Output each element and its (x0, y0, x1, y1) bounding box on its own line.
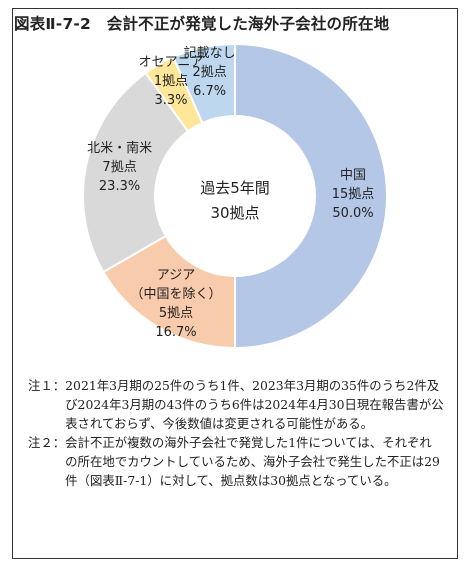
slice-label-line: 15拠点 (331, 186, 375, 202)
slice-unspecified (171, 42, 236, 125)
figure-title: 図表Ⅱ-7-2 会計不正が発覚した海外子会社の所在地 (14, 15, 390, 33)
slice-label-line: 1拠点 (153, 73, 189, 89)
slice-label-line: 5拠点 (158, 306, 194, 322)
slice-label-unspecified: 記載なし 2拠点 6.7% (184, 44, 236, 101)
donut-center-label: 過去5年間 30拠点 (200, 176, 270, 226)
slice-label-line: 23.3% (98, 178, 141, 194)
slice-label-line: （中国を除く） (130, 287, 222, 303)
slice-label-americas: 北米・南米 7拠点 23.3% (87, 139, 152, 196)
note-2-key: 注２： (28, 435, 66, 450)
slice-americas (82, 71, 190, 274)
slice-label-line: 3.3% (154, 92, 188, 108)
note-2: 注２： 会計不正が複数の海外子会社で発覚した1件については、それぞれの所在地でカ… (28, 433, 444, 490)
center-period: 過去5年間 (200, 179, 270, 197)
slice-label-asia: アジア （中国を除く） 5拠点 16.7% (130, 266, 221, 342)
slice-label-line: 記載なし (183, 46, 236, 62)
slice-label-china: 中国 15拠点 50.0% (332, 166, 375, 223)
slice-label-line: オセアニア (138, 54, 204, 70)
slice-label-line: 7拠点 (102, 159, 137, 175)
slice-label-line: 50.0% (332, 205, 374, 221)
slice-china (234, 42, 388, 350)
slice-label-line: 中国 (339, 167, 367, 183)
slice-label-line: アジア (156, 268, 196, 284)
note-1-key: 注１： (28, 378, 66, 393)
slice-label-line: 16.7% (155, 325, 197, 341)
note-1: 注１： 2021年3月期の25件のうち1件、2023年3月期の35件のうち2件及… (28, 376, 444, 433)
slice-label-line: 北米・南米 (87, 140, 153, 156)
notes: 注１： 2021年3月期の25件のうち1件、2023年3月期の35件のうち2件及… (28, 376, 444, 490)
note-1-text: 2021年3月期の25件のうち1件、2023年3月期の35件のうち2件及び202… (65, 378, 444, 431)
slice-label-oceania: オセアニア 1拠点 3.3% (139, 53, 204, 110)
slice-label-line: 2拠点 (192, 65, 227, 81)
slice-label-line: 6.7% (193, 84, 227, 100)
center-total: 30拠点 (210, 204, 260, 222)
note-2-text: 会計不正が複数の海外子会社で発覚した1件については、それぞれの所在地でカウントし… (65, 435, 440, 488)
